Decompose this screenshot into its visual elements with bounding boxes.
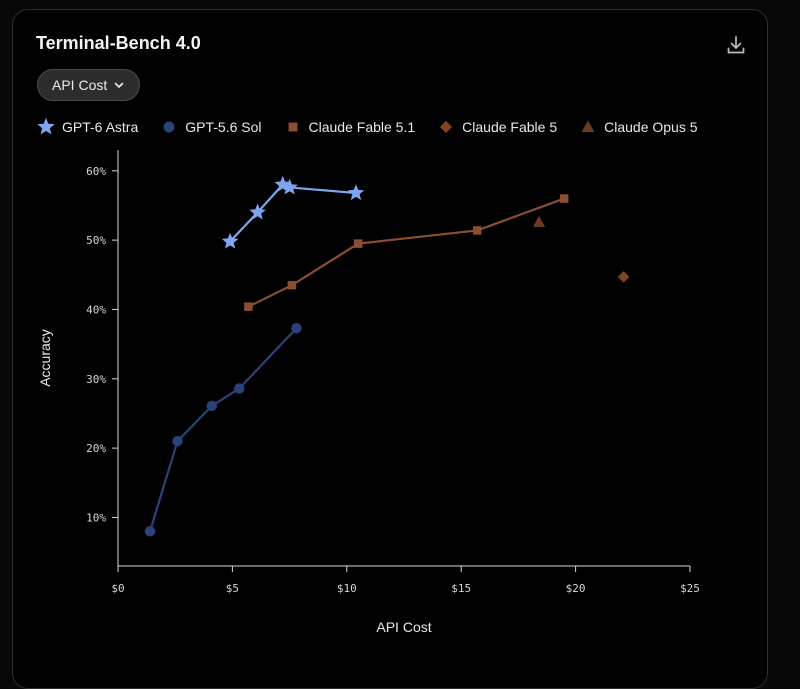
x-axis-label: API Cost xyxy=(376,619,431,635)
series-line-claude-fable-5-1 xyxy=(247,197,565,308)
data-point-gpt-6-astra[interactable] xyxy=(281,178,298,195)
legend-label: Claude Opus 5 xyxy=(604,119,698,135)
legend-label: GPT-5.6 Sol xyxy=(185,119,262,135)
chart-card: Terminal-Bench 4.0 API Cost GPT-6 Astra G… xyxy=(12,9,768,689)
chart-legend: GPT-6 Astra GPT-5.6 Sol Claude Fable 5.1 Cl… xyxy=(37,118,698,136)
y-axis-label: Accuracy xyxy=(37,329,53,387)
data-point-gpt-6-astra[interactable] xyxy=(347,184,365,201)
legend-label: Claude Fable 5.1 xyxy=(308,119,416,135)
legend-item-claude-fable-5-1[interactable]: Claude Fable 5.1 xyxy=(284,118,416,136)
metric-dropdown-label: API Cost xyxy=(52,77,108,93)
x-tick-label: $15 xyxy=(451,582,471,595)
series-gpt-5-6-sol xyxy=(144,322,302,537)
x-tick-label: $25 xyxy=(680,582,700,595)
x-tick-label: $0 xyxy=(111,582,124,595)
data-point-claude-opus-5[interactable] xyxy=(532,215,545,227)
x-tick-label: $10 xyxy=(337,582,357,595)
data-point-gpt-6-astra[interactable] xyxy=(274,175,292,192)
data-point-claude-fable-5-1[interactable] xyxy=(559,194,569,203)
data-point-gpt-5-6-sol[interactable] xyxy=(206,400,218,412)
y-tick-label: 20% xyxy=(86,442,106,455)
y-tick-label: 30% xyxy=(86,373,106,386)
data-point-gpt-5-6-sol[interactable] xyxy=(291,322,302,334)
chart-title: Terminal-Bench 4.0 xyxy=(36,33,201,53)
diamond-icon xyxy=(440,120,453,134)
square-icon xyxy=(288,122,297,132)
legend-marker-claude-opus-5[interactable] xyxy=(581,120,595,133)
series-claude-fable-5-1 xyxy=(244,194,569,311)
legend-item-gpt-6-astra[interactable]: GPT-6 Astra xyxy=(37,118,138,136)
data-point-gpt-5-6-sol[interactable] xyxy=(234,383,245,394)
legend-marker-claude-fable-5-1[interactable] xyxy=(288,122,297,132)
legend-label: GPT-6 Astra xyxy=(62,119,139,135)
data-point-gpt-6-astra[interactable] xyxy=(221,232,239,249)
legend-item-claude-fable-5[interactable]: Claude Fable 5 xyxy=(437,118,557,136)
series-gpt-6-astra xyxy=(221,175,365,249)
data-point-claude-fable-5-1[interactable] xyxy=(244,302,253,311)
data-point-gpt-6-astra[interactable] xyxy=(249,203,266,220)
series-line-gpt-5-6-sol xyxy=(148,327,298,532)
x-tick-label: $20 xyxy=(566,582,586,595)
triangle-icon xyxy=(581,120,595,133)
legend-label: Claude Fable 5 xyxy=(462,119,558,135)
circle-icon xyxy=(163,121,175,133)
legend-marker-gpt-6-astra[interactable] xyxy=(37,118,55,135)
y-tick-label: 10% xyxy=(86,511,106,524)
series-claude-fable-5 xyxy=(617,271,630,283)
scatter-plot: 10% 20% 30% 40% 50% 60% $0 $5 $10 $15 $20 $25 API Co… xyxy=(37,150,700,635)
legend-marker-claude-fable-5[interactable] xyxy=(440,120,453,134)
data-point-claude-fable-5-1[interactable] xyxy=(353,239,363,248)
chevron-down-icon xyxy=(114,82,124,88)
y-tick-label: 50% xyxy=(86,234,106,247)
star-icon xyxy=(37,118,55,135)
legend-item-gpt-5-6-sol[interactable]: GPT-5.6 Sol xyxy=(160,118,262,136)
y-tick-label: 40% xyxy=(86,303,106,316)
data-point-claude-fable-5-1[interactable] xyxy=(472,226,482,235)
metric-dropdown[interactable]: API Cost xyxy=(37,69,141,101)
series-claude-opus-5 xyxy=(532,215,545,227)
data-point-gpt-5-6-sol[interactable] xyxy=(172,435,183,447)
legend-marker-gpt-5-6-sol[interactable] xyxy=(163,121,175,133)
y-tick-label: 60% xyxy=(86,165,106,178)
x-tick-label: $5 xyxy=(226,582,239,595)
data-point-claude-fable-5[interactable] xyxy=(617,271,630,283)
download-icon[interactable] xyxy=(724,33,748,57)
legend-item-claude-opus-5[interactable]: Claude Opus 5 xyxy=(579,118,698,136)
data-point-gpt-5-6-sol[interactable] xyxy=(144,526,156,537)
data-point-claude-fable-5-1[interactable] xyxy=(287,280,297,290)
